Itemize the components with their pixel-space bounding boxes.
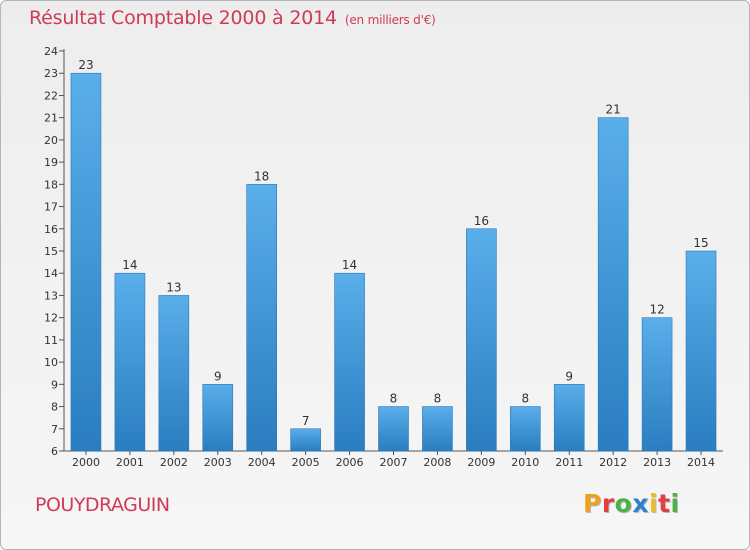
bar: [422, 406, 453, 452]
bar: [509, 406, 541, 452]
bar-value-label: 16: [474, 214, 489, 228]
x-tick-label: 2010: [511, 456, 539, 469]
x-tick-label: 2014: [687, 456, 715, 469]
logo-letter: i: [670, 489, 680, 518]
y-tick-label: 24: [44, 45, 58, 58]
bar-value-label: 12: [649, 303, 664, 317]
y-tick-label: 11: [44, 334, 58, 347]
logo-letter: r: [601, 489, 615, 518]
chart-title-text: Résultat Comptable 2000 à 2014: [29, 7, 337, 29]
y-tick-label: 6: [51, 445, 58, 458]
x-tick-label: 2011: [555, 456, 583, 469]
bar: [246, 184, 277, 452]
y-tick-label: 20: [44, 134, 58, 147]
y-tick-label: 13: [44, 289, 58, 302]
logo-letter: i: [649, 489, 659, 518]
y-tick-label: 22: [44, 89, 58, 102]
y-tick-label: 9: [51, 378, 58, 391]
logo-letter: x: [632, 489, 649, 518]
y-tick-label: 14: [44, 267, 58, 280]
bar-value-label: 21: [606, 103, 621, 117]
x-tick-label: 2003: [204, 456, 232, 469]
logo-letter: o: [614, 489, 633, 518]
bar: [114, 272, 146, 452]
x-tick-label: 2004: [248, 456, 276, 469]
commune-name: POUYDRAGUIN: [35, 494, 170, 516]
bar: [202, 384, 234, 452]
y-tick-label: 8: [51, 401, 58, 414]
bar-value-label: 8: [521, 392, 529, 406]
bar-value-label: 13: [166, 280, 181, 294]
bar: [685, 250, 717, 452]
bar: [597, 117, 629, 452]
bar: [290, 428, 321, 452]
bar-value-label: 23: [78, 58, 93, 72]
bar-value-label: 9: [214, 369, 222, 383]
bar: [334, 272, 365, 452]
bar-value-label: 7: [302, 414, 310, 428]
chart-subtitle: (en milliers d'€): [344, 13, 436, 27]
x-tick-label: 2005: [292, 456, 320, 469]
bar-value-label: 14: [342, 258, 357, 272]
bar-value-label: 18: [254, 169, 269, 183]
bar-value-label: 14: [122, 258, 137, 272]
x-tick-label: 2006: [336, 456, 364, 469]
bar: [641, 317, 673, 452]
y-tick-label: 17: [44, 201, 58, 214]
y-tick-label: 12: [44, 312, 58, 325]
proxiti-logo: Proxiti: [583, 489, 680, 518]
bar-value-label: 8: [434, 392, 442, 406]
bar: [158, 295, 190, 452]
chart-title: Résultat Comptable 2000 à 2014 (en millie…: [29, 7, 436, 29]
bar-value-label: 15: [693, 236, 708, 250]
x-tick-label: 2012: [599, 456, 627, 469]
y-tick-label: 10: [44, 356, 58, 369]
bar-value-label: 8: [390, 392, 398, 406]
bar-value-label: 9: [565, 369, 573, 383]
logo-letter: P: [583, 489, 602, 518]
x-tick-label: 2007: [380, 456, 408, 469]
x-tick-label: 2013: [643, 456, 671, 469]
y-tick-label: 16: [44, 223, 58, 236]
x-tick-label: 2001: [116, 456, 144, 469]
y-tick-label: 7: [51, 423, 58, 436]
y-tick-label: 18: [44, 178, 58, 191]
x-tick-label: 2009: [467, 456, 495, 469]
x-tick-label: 2002: [160, 456, 188, 469]
bar: [466, 228, 497, 452]
y-tick-label: 15: [44, 245, 58, 258]
bar: [553, 384, 585, 452]
x-tick-label: 2000: [72, 456, 100, 469]
y-tick-label: 21: [44, 112, 58, 125]
y-tick-label: 23: [44, 67, 58, 80]
bar: [378, 406, 409, 452]
logo-letter: t: [658, 489, 671, 518]
y-tick-label: 19: [44, 156, 58, 169]
x-tick-label: 2008: [423, 456, 451, 469]
bar: [70, 72, 102, 452]
